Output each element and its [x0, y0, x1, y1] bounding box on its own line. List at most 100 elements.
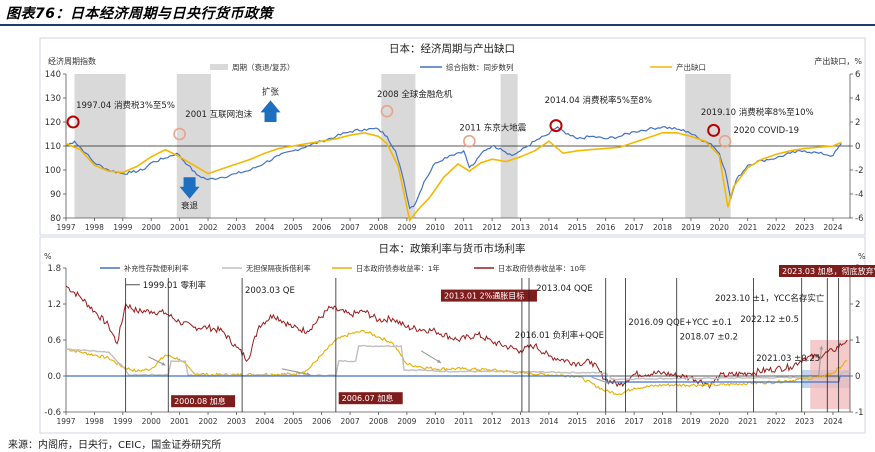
annotation-recession: 衰退 [181, 200, 199, 211]
marker-2019 [707, 123, 721, 137]
xtick-label: 2022 [767, 223, 786, 232]
chart-bottom-legend: 补充性存款便利利率 无担保隔夜拆借利率 日本政府债券收益率：1年 日本政府债券收益率：… [100, 264, 586, 273]
chart-bottom: 日本：政策利率与货币市场利率 % % -0.6 0.0 0.6 1.2 1.8 -1 0 1 2… [39, 236, 875, 434]
xtick2-label: 2024 [823, 417, 842, 426]
chart-top: 日本：经济周期与产出缺口 经济周期指数 产出缺口，% 80 90 100 110 120… [39, 37, 866, 236]
xtick-label: 2004 [255, 223, 274, 232]
ytick2-right-label: 0 [855, 372, 860, 382]
xtick2-label: 1997 [56, 417, 75, 426]
chart-bottom-series [65, 285, 851, 396]
xtick-label: 2012 [483, 223, 502, 232]
chart-bottom-annotations: 1999.01 零利率 2000.08 加息 2003.03 QE 2006.07 加… [125, 265, 875, 412]
xtick-label: 2008 [369, 223, 388, 232]
pointer-2010 [420, 350, 442, 364]
annotation-2023-10: 2023.10 ±1，YCC名存实亡 [715, 293, 825, 304]
xtick-label: 2020 [710, 223, 729, 232]
tag-2013-bg [440, 289, 537, 302]
xtick-label: 1998 [85, 223, 104, 232]
xtick2-label: 2009 [397, 417, 416, 426]
ytick2-left-label: 1.8 [47, 264, 61, 274]
annotation-2020: 2020 COVID-19 [734, 126, 800, 136]
legend-label-output-gap: 产出缺口 [676, 62, 706, 72]
xtick-label: 2001 [170, 223, 189, 232]
pointer-2024 [818, 345, 823, 375]
annotation-2001: 2001 互联网泡沫 [185, 109, 252, 120]
xtick2-label: 2005 [284, 417, 303, 426]
xtick2-label: 2004 [255, 417, 274, 426]
chart-top-title: 日本：经济周期与产出缺口 [389, 42, 515, 55]
annotation-1997: 1997.04 消费税3%至5% [76, 100, 175, 111]
annotation-2018: 2018.07 ±0.2 [680, 332, 739, 342]
xtick-label: 2005 [284, 223, 303, 232]
xtick-label: 2010 [426, 223, 445, 232]
marker-2014 [549, 119, 563, 133]
xtick-label: 2011 [454, 223, 473, 232]
chart-top-axes: 80 90 100 110 120 130 140 -6 -4 -2 0 2 4 6 1997 1998 199… [45, 70, 864, 232]
marker-1997 [66, 115, 80, 129]
ytick-right-label: -6 [855, 214, 863, 224]
chart-bottom-ylabel-right: % [858, 252, 866, 261]
figure-title: 图表76：日本经济周期与日央行货币政策 [6, 6, 273, 22]
annotation-2013-qqe: 2013.04 QQE [536, 284, 593, 294]
arrow-up-icon [260, 100, 281, 122]
tag-2000: 2000.08 加息 [174, 396, 226, 406]
xtick2-label: 2008 [369, 417, 388, 426]
xtick2-label: 2012 [483, 417, 502, 426]
ytick-left-label: 120 [45, 118, 61, 128]
ytick-right-label: 4 [855, 94, 860, 104]
ytick-left-label: 130 [45, 94, 61, 104]
xtick2-label: 2010 [426, 417, 445, 426]
legend2-label-3: 日本政府债券收益率：10年 [498, 264, 586, 273]
annotation-2008: 2008 全球金融危机 [377, 89, 453, 100]
annotation-1999: 1999.01 零利率 [143, 280, 207, 291]
annotation-2016-ycc: 2016.09 QQE+YCC ±0.1 [628, 318, 732, 328]
xtick2-label: 2007 [341, 417, 360, 426]
ytick2-left-label: -0.6 [44, 408, 61, 418]
ytick2-right-label: -1 [855, 408, 863, 418]
xtick-label: 2016 [596, 223, 615, 232]
ycc-shaded-region [801, 340, 850, 409]
legend-label-band: 周期（衰退/复苏） [232, 62, 295, 72]
chart-bottom-ylabel-left: % [44, 252, 52, 261]
annotation-2022: 2022.12 ±0.5 [740, 315, 799, 325]
marker-2008 [380, 104, 394, 118]
ytick2-right-label: 1 [855, 336, 860, 346]
xtick-label: 2018 [653, 223, 672, 232]
xtick2-label: 1999 [113, 417, 132, 426]
legend-swatch-band [210, 64, 228, 70]
xtick-label: 2002 [198, 223, 217, 232]
xtick-label: 2009 [397, 223, 416, 232]
title-rule [0, 24, 875, 26]
arrow-down-icon [179, 177, 200, 199]
xtick2-label: 2022 [767, 417, 786, 426]
xtick2-label: 2000 [142, 417, 161, 426]
xtick-label: 2006 [312, 223, 331, 232]
annotation-2003: 2003.03 QE [245, 286, 295, 296]
ytick-left-label: 90 [50, 190, 61, 200]
xtick2-label: 2001 [170, 417, 189, 426]
legend-label-composite: 综合指数：同步数列 [446, 62, 514, 72]
tag-2006: 2006.07 加息 [342, 393, 394, 403]
tag-2006-bg [338, 392, 403, 405]
xtick-label: 2023 [795, 223, 814, 232]
xtick-label: 2019 [681, 223, 700, 232]
xtick-label: 2021 [738, 223, 757, 232]
xtick-label: 2000 [142, 223, 161, 232]
tag-2000-bg [171, 395, 236, 408]
chart-bottom-panel-border [39, 236, 866, 434]
xtick-label: 2017 [625, 223, 644, 232]
tag-2013: 2013.01 2%通胀目标 [444, 291, 524, 301]
xtick-label: 2003 [227, 223, 246, 232]
marker-2001 [173, 127, 186, 141]
xtick2-label: 2021 [738, 417, 757, 426]
chart-top-legend: 周期（衰退/复苏） 综合指数：同步数列 产出缺口 [210, 62, 706, 72]
chart-top-series [65, 126, 842, 223]
xtick-label: 2014 [539, 223, 558, 232]
xtick-label: 1997 [56, 223, 75, 232]
source-note: 来源：内阁府，日央行，CEIC，国金证券研究所 [8, 440, 222, 451]
ytick-right-label: 0 [855, 142, 860, 152]
xtick2-label: 2019 [681, 417, 700, 426]
xtick2-label: 2006 [312, 417, 331, 426]
marker-2020 [718, 134, 732, 148]
